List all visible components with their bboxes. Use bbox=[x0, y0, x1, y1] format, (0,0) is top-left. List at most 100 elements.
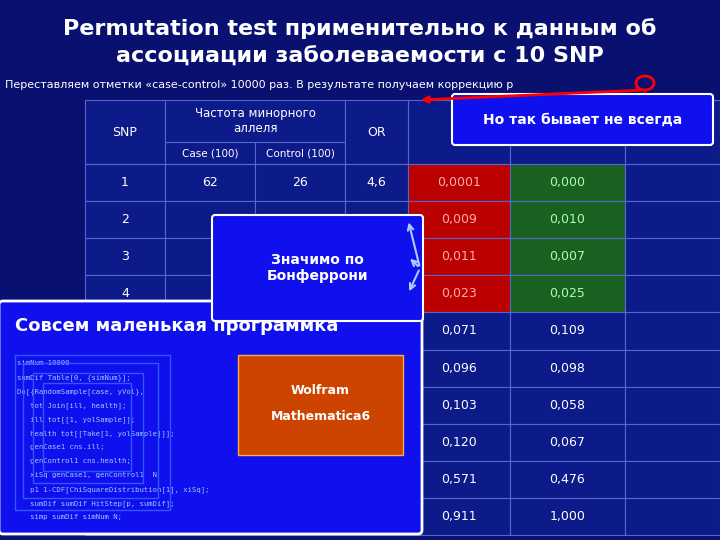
Text: 0,023: 0,023 bbox=[441, 287, 477, 300]
Bar bbox=[408, 498, 510, 535]
Text: 6: 6 bbox=[121, 362, 129, 375]
Text: 0,007: 0,007 bbox=[549, 250, 585, 263]
Bar bbox=[165, 424, 255, 461]
Bar bbox=[625, 387, 720, 424]
Bar bbox=[165, 313, 255, 349]
Bar bbox=[85, 238, 165, 275]
Text: 0,025: 0,025 bbox=[549, 287, 585, 300]
Text: Case (100): Case (100) bbox=[181, 148, 238, 158]
Bar bbox=[408, 164, 510, 201]
Bar bbox=[85, 349, 165, 387]
Text: 9: 9 bbox=[121, 473, 129, 486]
Text: Переставляем отметки «case-control» 10000 раз. В результате получаем коррекцию p: Переставляем отметки «case-control» 1000… bbox=[5, 80, 513, 90]
Bar bbox=[408, 313, 510, 349]
Bar bbox=[510, 275, 625, 313]
Text: 2: 2 bbox=[121, 213, 129, 226]
Text: ill tot[[1, yolSample]];: ill tot[[1, yolSample]]; bbox=[17, 416, 135, 423]
Bar bbox=[625, 424, 720, 461]
Text: Частота минорного
аллеля: Частота минорного аллеля bbox=[194, 107, 315, 135]
Text: 0,0001: 0,0001 bbox=[437, 176, 481, 189]
Text: 0,009: 0,009 bbox=[441, 213, 477, 226]
Bar bbox=[510, 201, 625, 238]
Bar bbox=[510, 349, 625, 387]
Text: Control (100): Control (100) bbox=[266, 148, 334, 158]
Text: 0,096: 0,096 bbox=[441, 362, 477, 375]
Text: Wolfram: Wolfram bbox=[291, 383, 350, 396]
Text: 2,8: 2,8 bbox=[366, 250, 387, 263]
Bar bbox=[510, 164, 625, 201]
Bar bbox=[165, 498, 255, 535]
Bar bbox=[345, 313, 408, 349]
Bar bbox=[345, 461, 408, 498]
Bar bbox=[85, 100, 165, 164]
Bar bbox=[625, 100, 720, 164]
Text: 1: 1 bbox=[121, 176, 129, 189]
Bar bbox=[165, 349, 255, 387]
Bar bbox=[165, 387, 255, 424]
Bar bbox=[408, 275, 510, 313]
Bar bbox=[408, 238, 510, 275]
Text: simNum 10000: simNum 10000 bbox=[17, 360, 70, 366]
Bar bbox=[85, 498, 165, 535]
Text: 0,911: 0,911 bbox=[441, 510, 477, 523]
Bar bbox=[165, 461, 255, 498]
Bar bbox=[85, 164, 165, 201]
Bar bbox=[345, 201, 408, 238]
Bar bbox=[625, 349, 720, 387]
Text: 0,071: 0,071 bbox=[441, 325, 477, 338]
Text: Совсем маленькая программка: Совсем маленькая программка bbox=[15, 317, 338, 335]
Bar bbox=[510, 238, 625, 275]
Text: health tot[[Take[1, yolSample]]];: health tot[[Take[1, yolSample]]]; bbox=[17, 430, 174, 437]
Bar bbox=[625, 313, 720, 349]
Bar bbox=[85, 424, 165, 461]
Text: 62: 62 bbox=[202, 176, 218, 189]
Bar bbox=[625, 238, 720, 275]
Bar bbox=[625, 498, 720, 535]
Text: 0,103: 0,103 bbox=[441, 399, 477, 411]
Text: 1,0: 1,0 bbox=[366, 510, 387, 523]
Text: 0,120: 0,120 bbox=[441, 436, 477, 449]
Bar bbox=[510, 313, 625, 349]
Bar bbox=[255, 238, 345, 275]
Text: Значимо по
Бонферрони: Значимо по Бонферрони bbox=[266, 253, 368, 283]
FancyBboxPatch shape bbox=[212, 215, 423, 321]
Bar bbox=[165, 164, 255, 201]
Bar bbox=[85, 387, 165, 424]
Bar bbox=[238, 355, 403, 455]
Bar bbox=[165, 275, 255, 313]
Bar bbox=[85, 275, 165, 313]
Bar bbox=[408, 100, 510, 164]
Text: 0,011: 0,011 bbox=[441, 250, 477, 263]
Bar bbox=[625, 275, 720, 313]
Text: simp sumDif simNum N;: simp sumDif simNum N; bbox=[17, 514, 122, 520]
Bar bbox=[510, 424, 625, 461]
Bar bbox=[43, 383, 131, 471]
Text: Do[{RandomSample[case, yVol},: Do[{RandomSample[case, yVol}, bbox=[17, 388, 144, 395]
Bar bbox=[345, 498, 408, 535]
Bar bbox=[255, 424, 345, 461]
Text: 10: 10 bbox=[117, 510, 133, 523]
Bar bbox=[165, 238, 255, 275]
Bar bbox=[255, 461, 345, 498]
Bar bbox=[165, 201, 255, 238]
Text: sumDif sumDif HitStep[p, sumDif];: sumDif sumDif HitStep[p, sumDif]; bbox=[17, 500, 174, 507]
Bar bbox=[345, 349, 408, 387]
Bar bbox=[85, 461, 165, 498]
Bar bbox=[408, 349, 510, 387]
Bar bbox=[85, 313, 165, 349]
Bar bbox=[510, 387, 625, 424]
Text: xiSq genCase1, genControl1  N: xiSq genCase1, genControl1 N bbox=[17, 472, 157, 478]
Text: 7: 7 bbox=[121, 399, 129, 411]
Bar bbox=[625, 201, 720, 238]
Bar bbox=[255, 387, 345, 424]
Bar bbox=[255, 201, 345, 238]
Bar bbox=[255, 313, 345, 349]
Bar bbox=[23, 363, 158, 498]
Text: sumDif Table[0, {simNum}];: sumDif Table[0, {simNum}]; bbox=[17, 374, 131, 381]
Text: p1 1-CDF[ChiSquareDistribution[1], xiSq];: p1 1-CDF[ChiSquareDistribution[1], xiSq]… bbox=[17, 486, 210, 492]
Bar bbox=[255, 142, 345, 164]
Bar bbox=[165, 142, 255, 164]
Text: Но так бывает не всегда: Но так бывает не всегда bbox=[483, 112, 682, 126]
Bar bbox=[510, 100, 625, 164]
Text: ассоциации заболеваемости с 10 SNP: ассоциации заболеваемости с 10 SNP bbox=[116, 46, 604, 66]
